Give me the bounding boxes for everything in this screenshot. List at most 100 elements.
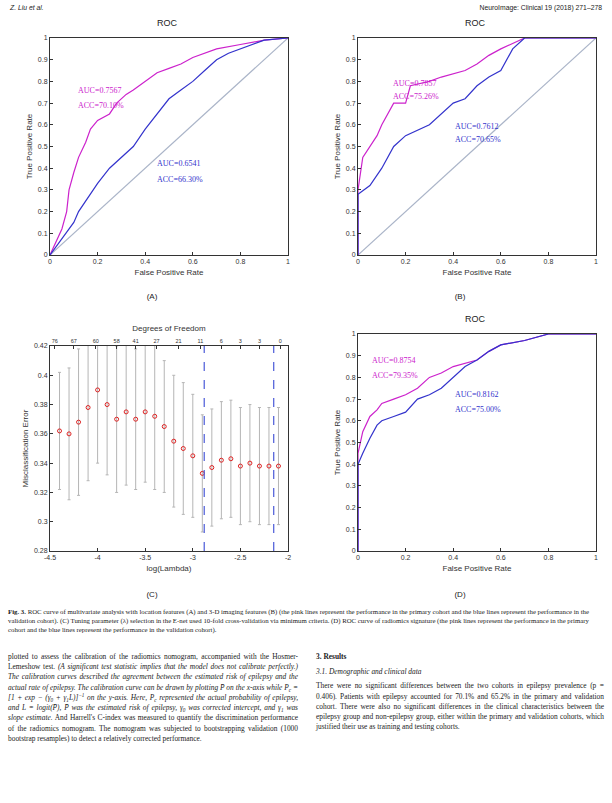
svg-text:0.7: 0.7 — [38, 100, 48, 107]
svg-text:AUC=0.7567: AUC=0.7567 — [78, 86, 121, 95]
svg-text:0: 0 — [352, 547, 356, 554]
svg-text:0.42: 0.42 — [34, 342, 48, 349]
svg-text:0.6: 0.6 — [496, 554, 506, 561]
svg-text:0.2: 0.2 — [93, 258, 103, 265]
svg-text:-3: -3 — [190, 554, 196, 561]
svg-text:0.7: 0.7 — [346, 396, 356, 403]
svg-text:0.1: 0.1 — [346, 230, 356, 237]
svg-text:0.32: 0.32 — [34, 489, 48, 496]
svg-text:0.2: 0.2 — [346, 208, 356, 215]
svg-text:0.28: 0.28 — [34, 547, 48, 554]
svg-text:Misclassification Error: Misclassification Error — [21, 409, 30, 487]
svg-text:27: 27 — [154, 338, 160, 344]
svg-text:0.5: 0.5 — [346, 143, 356, 150]
svg-text:ROC: ROC — [157, 18, 178, 28]
svg-text:AUC=0.8162: AUC=0.8162 — [455, 390, 498, 399]
svg-text:3: 3 — [258, 338, 261, 344]
svg-text:0.36: 0.36 — [34, 430, 48, 437]
svg-text:0.3: 0.3 — [346, 482, 356, 489]
svg-text:11: 11 — [198, 338, 204, 344]
svg-text:1: 1 — [286, 258, 290, 265]
svg-text:0: 0 — [44, 251, 48, 258]
svg-text:0: 0 — [48, 258, 52, 265]
svg-text:False Positive Rate: False Positive Rate — [443, 268, 512, 277]
svg-text:0.1: 0.1 — [346, 526, 356, 533]
svg-text:ACC=66.30%: ACC=66.30% — [157, 175, 203, 184]
svg-text:ROC: ROC — [465, 18, 486, 28]
svg-text:0.4: 0.4 — [38, 372, 48, 379]
svg-text:0.8: 0.8 — [346, 78, 356, 85]
svg-text:0.6: 0.6 — [38, 121, 48, 128]
svg-text:0.8: 0.8 — [346, 374, 356, 381]
svg-text:0.4: 0.4 — [38, 165, 48, 172]
svg-text:0.4: 0.4 — [448, 258, 458, 265]
svg-text:0.6: 0.6 — [496, 258, 506, 265]
svg-text:0.2: 0.2 — [401, 258, 411, 265]
svg-text:0: 0 — [352, 251, 356, 258]
svg-text:True Positive Rate: True Positive Rate — [333, 113, 342, 179]
svg-text:AUC=0.7612: AUC=0.7612 — [455, 122, 498, 131]
svg-text:-4: -4 — [94, 554, 100, 561]
svg-text:True Positive Rate: True Positive Rate — [25, 113, 34, 179]
svg-text:6: 6 — [220, 338, 223, 344]
svg-text:58: 58 — [114, 338, 120, 344]
svg-text:-2.5: -2.5 — [234, 554, 246, 561]
svg-text:0.9: 0.9 — [38, 56, 48, 63]
svg-text:ACC=70.10%: ACC=70.10% — [78, 101, 124, 110]
svg-text:0.3: 0.3 — [38, 518, 48, 525]
svg-text:Degrees of Freedom: Degrees of Freedom — [132, 324, 206, 333]
svg-text:0.34: 0.34 — [34, 460, 48, 467]
svg-text:AUC=0.7857: AUC=0.7857 — [393, 79, 436, 88]
svg-text:0.5: 0.5 — [38, 143, 48, 150]
svg-text:0.8: 0.8 — [544, 554, 554, 561]
svg-text:0.6: 0.6 — [346, 417, 356, 424]
svg-text:0: 0 — [356, 554, 360, 561]
svg-text:0.4: 0.4 — [140, 258, 150, 265]
svg-text:log(Lambda): log(Lambda) — [147, 564, 192, 573]
svg-text:-3.5: -3.5 — [139, 554, 151, 561]
svg-text:0.6: 0.6 — [346, 121, 356, 128]
svg-text:0.7: 0.7 — [346, 100, 356, 107]
svg-text:0.3: 0.3 — [346, 186, 356, 193]
svg-text:0.9: 0.9 — [346, 352, 356, 359]
svg-text:1: 1 — [352, 34, 356, 41]
svg-text:ROC: ROC — [465, 314, 486, 324]
svg-text:0.1: 0.1 — [38, 230, 48, 237]
svg-text:0.2: 0.2 — [346, 504, 356, 511]
svg-text:0: 0 — [356, 258, 360, 265]
svg-text:0.8: 0.8 — [236, 258, 246, 265]
svg-text:76: 76 — [52, 338, 58, 344]
svg-text:False Positive Rate: False Positive Rate — [443, 564, 512, 573]
svg-text:False Positive Rate: False Positive Rate — [135, 268, 204, 277]
svg-text:0.2: 0.2 — [38, 208, 48, 215]
svg-text:1: 1 — [594, 258, 598, 265]
svg-text:ACC=79.35%: ACC=79.35% — [372, 371, 418, 380]
svg-text:0.3: 0.3 — [38, 186, 48, 193]
svg-text:0.4: 0.4 — [346, 165, 356, 172]
svg-text:ACC=70.65%: ACC=70.65% — [455, 135, 501, 144]
svg-text:1: 1 — [352, 330, 356, 337]
svg-text:0.8: 0.8 — [544, 258, 554, 265]
svg-text:0.9: 0.9 — [346, 56, 356, 63]
svg-text:0.8: 0.8 — [38, 78, 48, 85]
svg-text:0.5: 0.5 — [346, 439, 356, 446]
svg-text:60: 60 — [93, 338, 99, 344]
svg-text:3: 3 — [239, 338, 242, 344]
svg-text:0.6: 0.6 — [188, 258, 198, 265]
svg-text:0.4: 0.4 — [346, 461, 356, 468]
svg-text:ACC=75.00%: ACC=75.00% — [455, 405, 501, 414]
svg-text:AUC=0.8754: AUC=0.8754 — [372, 356, 415, 365]
svg-text:1: 1 — [44, 34, 48, 41]
svg-text:AUC=0.6541: AUC=0.6541 — [157, 159, 200, 168]
svg-text:67: 67 — [71, 338, 77, 344]
svg-text:ACC=75.26%: ACC=75.26% — [393, 92, 439, 101]
svg-text:0.38: 0.38 — [34, 401, 48, 408]
svg-text:-4.5: -4.5 — [44, 554, 56, 561]
svg-text:0.4: 0.4 — [448, 554, 458, 561]
svg-text:0.2: 0.2 — [401, 554, 411, 561]
svg-text:-2: -2 — [285, 554, 291, 561]
svg-text:True Positive Rate: True Positive Rate — [333, 409, 342, 475]
svg-text:21: 21 — [175, 338, 181, 344]
svg-text:41: 41 — [133, 338, 139, 344]
svg-text:0: 0 — [279, 338, 282, 344]
